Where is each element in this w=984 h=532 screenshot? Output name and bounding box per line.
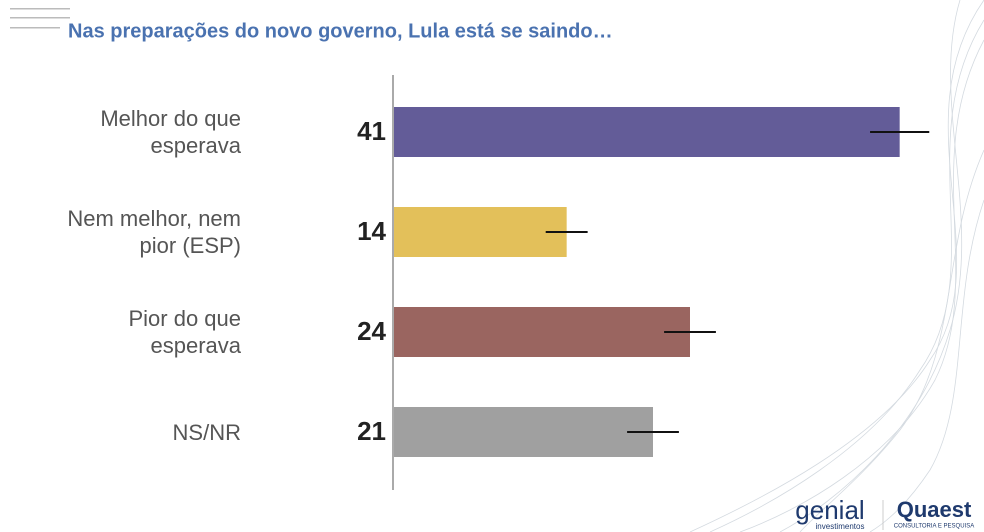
logo: Quaest <box>897 497 972 522</box>
logo: CONSULTORIA E PESQUISA <box>894 524 974 530</box>
value-label: 14 <box>357 216 386 246</box>
bar <box>394 407 653 457</box>
decoration <box>689 0 984 532</box>
logo: genial <box>795 495 864 525</box>
dots <box>10 8 70 29</box>
value-label: 41 <box>357 116 386 146</box>
bar <box>394 107 900 157</box>
chart-title: Nas preparações do novo governo, Lula es… <box>68 20 613 42</box>
value-label: 24 <box>357 316 386 346</box>
logo: investimentos <box>816 522 865 531</box>
value-label: 21 <box>357 416 386 446</box>
category-label: Pior do que esperava <box>128 306 241 358</box>
bar <box>394 307 690 357</box>
category-label: Nem melhor, nem pior (ESP) <box>67 206 241 258</box>
category-label: Melhor do que esperava <box>100 106 241 158</box>
bar <box>394 207 567 257</box>
category-label: NS/NR <box>172 419 241 445</box>
